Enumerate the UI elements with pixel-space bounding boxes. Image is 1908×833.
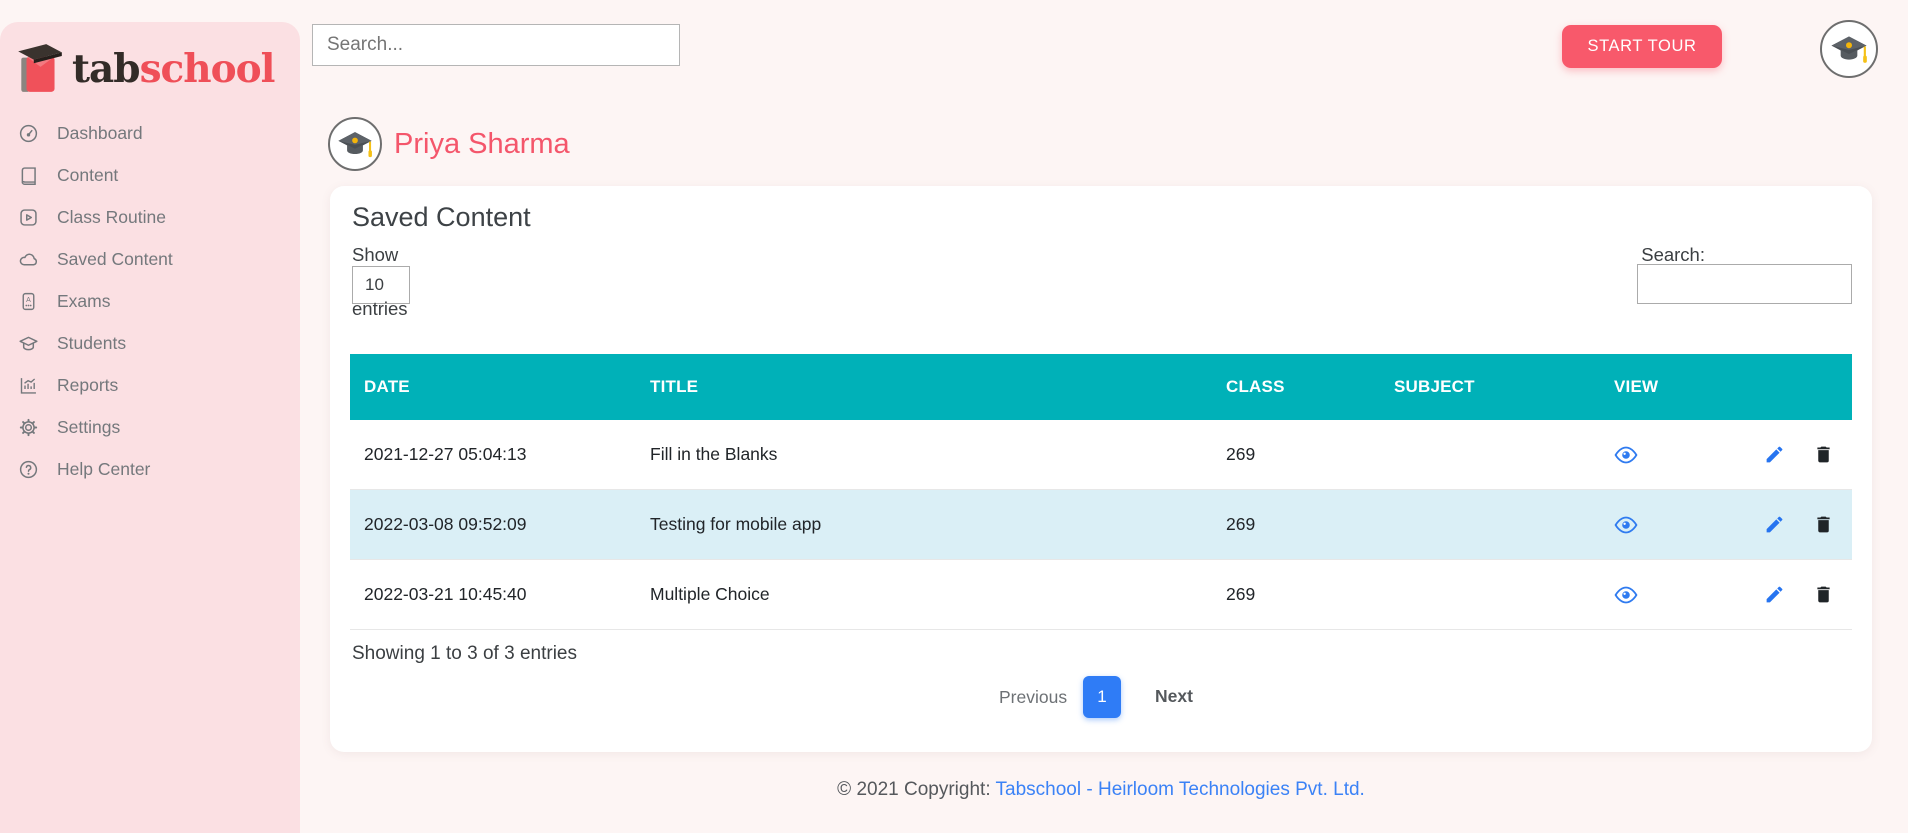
help-center-icon: [19, 460, 38, 478]
delete-icon[interactable]: [1813, 584, 1834, 605]
table-row: 2021-12-27 05:04:13 Fill in the Blanks 2…: [350, 420, 1852, 490]
brand-part2: school: [139, 45, 276, 92]
sidebar-item-label: Saved Content: [57, 248, 173, 269]
cell-class: 269: [1226, 584, 1256, 604]
reports-icon: [20, 377, 36, 394]
tabschool-logo-icon: [18, 44, 62, 92]
card-title: Saved Content: [352, 202, 531, 232]
sidebar-item-label: Exams: [57, 290, 111, 311]
saved-content-card: Saved Content Show 10 entries Search: DA…: [330, 186, 1872, 752]
students-icon: [19, 336, 38, 350]
cell-date: 2022-03-21 10:45:40: [364, 584, 527, 604]
brand-part1: tab: [72, 45, 141, 92]
svg-text:A: A: [26, 296, 31, 303]
col-header-class[interactable]: CLASS: [1226, 377, 1285, 396]
brand-name: tabschool: [72, 49, 275, 89]
sidebar-item-label: Content: [57, 164, 119, 185]
sidebar-item-exams[interactable]: A Exams: [0, 280, 300, 322]
table-search-input[interactable]: [1637, 264, 1852, 304]
sidebar-item-students[interactable]: Students: [0, 322, 300, 364]
table-row: 2022-03-21 10:45:40 Multiple Choice 269: [350, 560, 1852, 630]
content-icon: [21, 166, 36, 185]
cell-title: Fill in the Blanks: [650, 444, 778, 464]
saved-content-icon: [19, 253, 37, 265]
class-routine-icon: [20, 208, 37, 226]
sidebar-item-class-routine[interactable]: Class Routine: [0, 196, 300, 238]
graduation-cap-icon: [336, 125, 374, 163]
cell-title: Multiple Choice: [650, 584, 770, 604]
sidebar-item-label: Help Center: [57, 458, 151, 479]
user-avatar: [328, 117, 382, 171]
edit-icon[interactable]: [1764, 514, 1785, 535]
col-header-date[interactable]: DATE: [364, 377, 410, 396]
view-icon[interactable]: [1614, 516, 1638, 534]
cell-title: Testing for mobile app: [650, 514, 822, 534]
graduation-cap-icon: [1829, 29, 1869, 69]
dashboard-icon: [19, 124, 38, 142]
sidebar-item-label: Reports: [57, 374, 119, 395]
sidebar-item-label: Class Routine: [57, 206, 166, 227]
user-name: Priya Sharma: [394, 128, 570, 160]
sidebar-item-reports[interactable]: Reports: [0, 364, 300, 406]
exams-icon: A: [22, 292, 35, 310]
edit-icon[interactable]: [1764, 584, 1785, 605]
sidebar-item-label: Dashboard: [57, 122, 143, 143]
view-icon[interactable]: [1614, 446, 1638, 464]
table-row: 2022-03-08 09:52:09 Testing for mobile a…: [350, 490, 1852, 560]
footer: © 2021 Copyright: Tabschool - Heirloom T…: [330, 779, 1872, 801]
sidebar-item-saved-content[interactable]: Saved Content: [0, 238, 300, 280]
settings-icon: [19, 418, 38, 436]
table-header-row: DATE TITLE CLASS SUBJECT VIEW: [350, 354, 1852, 420]
table-summary: Showing 1 to 3 of 3 entries: [352, 643, 577, 664]
edit-icon[interactable]: [1764, 444, 1785, 465]
table-search-label: Search:: [1641, 244, 1705, 265]
saved-content-table: DATE TITLE CLASS SUBJECT VIEW 2021-12-27…: [350, 354, 1852, 630]
footer-copyright: © 2021 Copyright:: [837, 779, 996, 800]
col-header-title[interactable]: TITLE: [650, 377, 699, 396]
sidebar-item-help-center[interactable]: Help Center: [0, 448, 300, 490]
view-icon[interactable]: [1614, 586, 1638, 604]
sidebar-item-settings[interactable]: Settings: [0, 406, 300, 448]
profile-avatar[interactable]: [1820, 20, 1878, 78]
entries-length-value: 10: [365, 275, 384, 294]
entries-label: entries: [352, 298, 408, 319]
footer-company-link[interactable]: Tabschool - Heirloom Technologies Pvt. L…: [995, 779, 1365, 800]
delete-icon[interactable]: [1813, 444, 1834, 465]
global-search-input[interactable]: [312, 24, 680, 66]
show-label: Show: [352, 244, 399, 265]
pagination-next[interactable]: Next: [1155, 686, 1193, 706]
cell-date: 2022-03-08 09:52:09: [364, 514, 527, 534]
app-logo[interactable]: tabschool: [0, 22, 300, 96]
sidebar-item-label: Students: [57, 332, 127, 353]
col-header-view[interactable]: VIEW: [1614, 377, 1659, 396]
entries-length-select[interactable]: 10: [352, 266, 410, 304]
col-header-subject[interactable]: SUBJECT: [1394, 377, 1475, 396]
pagination-page-1[interactable]: 1: [1083, 676, 1121, 718]
sidebar-item-label: Settings: [57, 416, 121, 437]
sidebar-nav: Dashboard Content Class Routine Saved Co…: [0, 112, 300, 490]
delete-icon[interactable]: [1813, 514, 1834, 535]
pagination-previous[interactable]: Previous: [999, 687, 1068, 707]
start-tour-button[interactable]: START TOUR: [1562, 25, 1722, 68]
sidebar: tabschool Dashboard Content Class Routin…: [0, 22, 300, 833]
cell-class: 269: [1226, 514, 1256, 534]
sidebar-item-content[interactable]: Content: [0, 154, 300, 196]
sidebar-item-dashboard[interactable]: Dashboard: [0, 112, 300, 154]
cell-class: 269: [1226, 444, 1256, 464]
cell-date: 2021-12-27 05:04:13: [364, 444, 527, 464]
